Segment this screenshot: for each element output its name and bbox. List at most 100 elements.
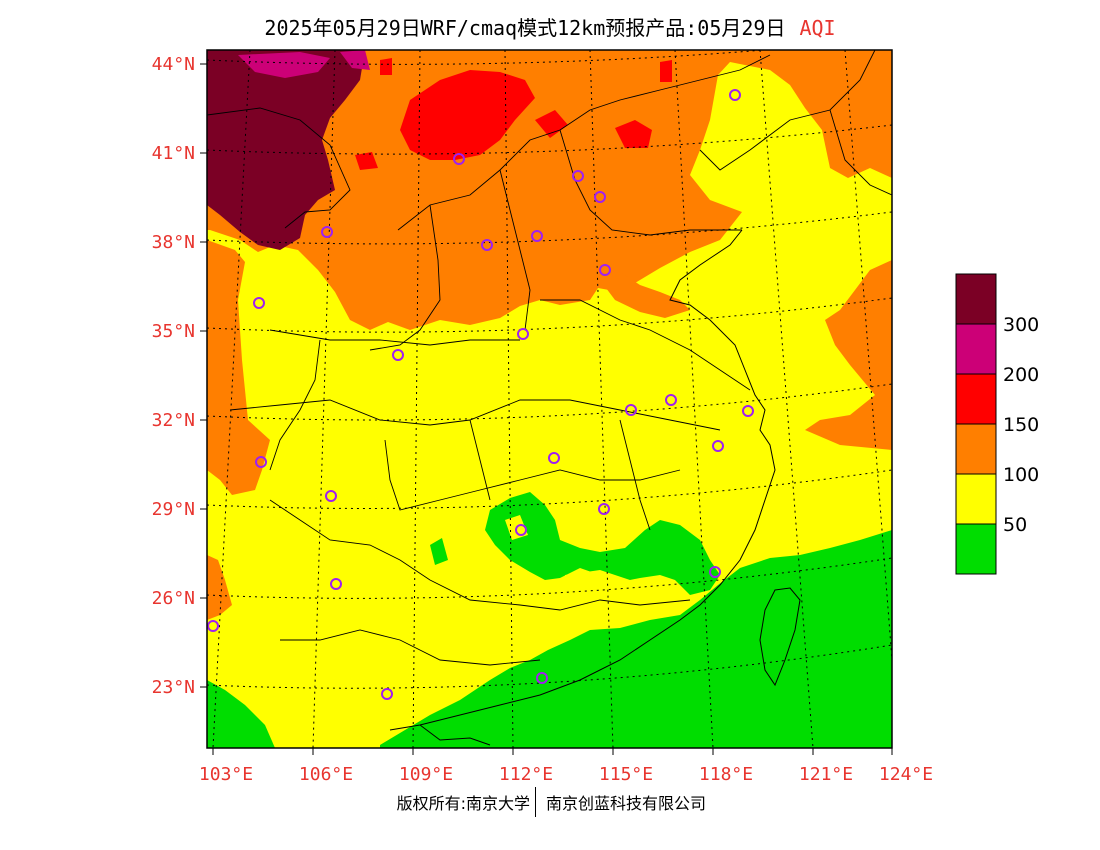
footer-divider — [535, 787, 536, 817]
coastline-mainland — [389, 229, 776, 731]
map-title: 2025年05月29日WRF/cmaq模式12km预报产品:05月29日 AQI — [0, 12, 1100, 41]
tick-marks — [200, 63, 893, 755]
boundary-3 — [499, 169, 531, 331]
station-marker — [599, 264, 611, 276]
graticule-lon-121 — [759, 50, 814, 748]
company-text: 南京创蓝科技有限公司 — [546, 794, 707, 813]
coastline-hainan — [419, 724, 491, 746]
station-markers — [207, 89, 754, 700]
unhealthy-region-5 — [380, 58, 392, 75]
graticule-lat-38 — [207, 211, 892, 245]
boundary-9 — [384, 439, 681, 511]
severe-region — [207, 50, 365, 250]
good-region-hunan — [485, 492, 720, 595]
lon-label-121: 121°E — [798, 764, 854, 785]
coastline-taiwan — [759, 587, 801, 687]
sensitive-region-east — [805, 260, 892, 450]
unhealthy-region-2 — [535, 110, 568, 138]
station-marker — [207, 620, 219, 632]
graticule-lon-115 — [589, 50, 614, 748]
boundary-11 — [280, 629, 541, 666]
station-marker — [321, 226, 333, 238]
graticule-lon-109 — [412, 50, 421, 748]
station-marker — [330, 578, 342, 590]
legend-swatch-good — [955, 523, 997, 575]
coastline — [389, 229, 801, 746]
unhealthy-region-4 — [355, 152, 378, 170]
graticule-lat-26 — [207, 557, 892, 599]
good-region-small-3 — [560, 665, 590, 690]
legend-label-50: 50 — [1003, 514, 1028, 536]
good-region-small-2 — [718, 605, 745, 635]
aqi-fill-layer — [207, 50, 892, 748]
station-marker — [325, 490, 337, 502]
aqi-legend-bar — [955, 273, 997, 575]
boundary-7 — [269, 329, 520, 346]
station-marker — [481, 239, 493, 251]
unhealthy-region-6 — [660, 60, 672, 82]
title-text: 2025年05月29日WRF/cmaq模式12km预报产品:05月29日 — [264, 16, 786, 40]
station-marker — [255, 456, 267, 468]
boundary-1 — [207, 107, 351, 229]
sensitive-region-plain — [600, 272, 690, 318]
graticule — [207, 50, 892, 748]
graticule-lon-106 — [312, 50, 336, 748]
very-unhealthy-region — [238, 52, 330, 78]
legend-swatch-unhealthy — [955, 373, 997, 425]
station-marker — [709, 566, 721, 578]
station-marker — [381, 688, 393, 700]
station-marker — [742, 405, 754, 417]
station-marker — [453, 153, 465, 165]
sensitive-region-southwest — [207, 555, 232, 620]
legend-label-150: 150 — [1003, 414, 1040, 436]
lon-label-106: 106°E — [298, 764, 354, 785]
graticule-lat-29 — [207, 469, 892, 509]
lon-label-124: 124°E — [878, 764, 934, 785]
boundary-16 — [829, 109, 892, 196]
legend-swatch-sensitive — [955, 423, 997, 475]
province-boundaries — [207, 50, 892, 666]
sensitive-region-north — [207, 50, 892, 330]
boundary-12 — [619, 419, 651, 531]
legend-label-300: 300 — [1003, 314, 1040, 336]
station-marker — [548, 452, 560, 464]
boundary-10 — [269, 499, 691, 611]
boundary-2 — [397, 54, 771, 231]
boundary-13 — [469, 419, 491, 501]
station-marker — [392, 349, 404, 361]
lat-label-44: 44°N — [151, 54, 195, 75]
unhealthy-region-3 — [615, 120, 652, 148]
good-region-southeast — [380, 530, 892, 748]
lon-label-109: 109°E — [398, 764, 454, 785]
lat-label-38: 38°N — [151, 232, 195, 253]
lat-label-35: 35°N — [151, 321, 195, 342]
graticule-lon-103 — [212, 50, 251, 748]
graticule-lon-112 — [504, 50, 514, 748]
station-marker — [665, 394, 677, 406]
good-region-small-1 — [430, 538, 448, 565]
legend-swatch-very-unhealthy — [955, 323, 997, 375]
copyright-text: 版权所有:南京大学 — [396, 794, 530, 813]
lat-label-41: 41°N — [151, 143, 195, 164]
graticule-lon-118 — [674, 50, 714, 748]
good-region-southwest — [207, 680, 275, 748]
sensitive-region-west — [207, 240, 270, 495]
station-marker — [572, 170, 584, 182]
station-marker — [625, 404, 637, 416]
legend-swatch-moderate — [955, 473, 997, 525]
station-marker — [515, 524, 527, 536]
lat-label-32: 32°N — [151, 410, 195, 431]
station-marker — [598, 503, 610, 515]
lat-label-23: 23°N — [151, 677, 195, 698]
unhealthy-region-1 — [400, 70, 535, 160]
variable-label: AQI — [799, 16, 836, 40]
graticule-lat-44 — [207, 50, 771, 65]
map-frame — [206, 49, 893, 749]
station-marker — [253, 297, 265, 309]
station-marker — [531, 230, 543, 242]
station-marker — [594, 191, 606, 203]
legend-label-100: 100 — [1003, 464, 1040, 486]
lon-label-118: 118°E — [698, 764, 754, 785]
lon-label-103: 103°E — [198, 764, 254, 785]
